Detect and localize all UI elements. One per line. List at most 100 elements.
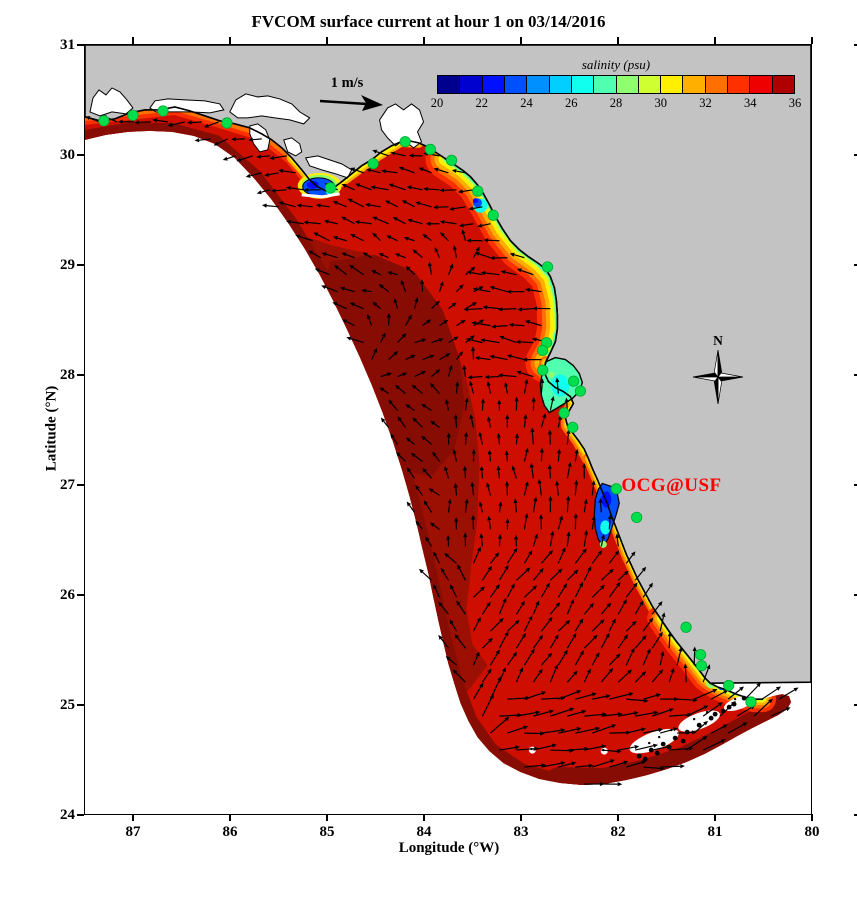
station-marker bbox=[472, 185, 484, 197]
colorbar-segment bbox=[481, 76, 504, 93]
shelf-map bbox=[85, 45, 811, 814]
colorbar-segment bbox=[615, 76, 638, 93]
x-tick-label: 84 bbox=[416, 824, 432, 840]
compass-north-label: N bbox=[713, 333, 723, 348]
colorbar-segment bbox=[704, 76, 728, 93]
station-marker bbox=[98, 115, 110, 127]
x-tick bbox=[714, 814, 716, 821]
station-marker bbox=[723, 679, 735, 692]
x-tick-label: 80 bbox=[804, 824, 820, 840]
y-tick-label: 26 bbox=[60, 587, 75, 603]
y-tick-label: 25 bbox=[60, 697, 75, 713]
y-tick-right bbox=[854, 374, 857, 376]
x-tick-top bbox=[326, 36, 328, 44]
x-tick-top bbox=[423, 36, 425, 44]
colorbar-tick-labels: 20 22 24 26 28 30 32 34 36 bbox=[431, 94, 802, 110]
station-marker bbox=[541, 261, 554, 273]
x-tick-label: 86 bbox=[222, 824, 238, 840]
y-tick-label: 27 bbox=[60, 477, 75, 493]
station-marker bbox=[574, 385, 587, 397]
y-tick-label: 28 bbox=[60, 367, 75, 383]
station-marker bbox=[695, 660, 708, 672]
y-tick-right bbox=[854, 154, 857, 156]
coastline bbox=[85, 106, 764, 700]
station-marker bbox=[631, 511, 643, 523]
x-tick-top bbox=[520, 36, 522, 44]
x-tick bbox=[132, 814, 134, 821]
colorbar-title: salinity (psu) bbox=[581, 57, 651, 72]
station-marker bbox=[537, 364, 549, 376]
y-tick-right bbox=[854, 264, 857, 266]
x-axis-label: Longitude (°W) bbox=[398, 840, 500, 856]
colorbar-segment bbox=[593, 76, 616, 93]
y-tick bbox=[76, 704, 84, 706]
station-marker bbox=[221, 117, 233, 129]
colorbar-tick-label: 26 bbox=[565, 96, 578, 110]
colorbar-tick-label: 30 bbox=[654, 96, 668, 110]
x-tick-top bbox=[617, 36, 619, 44]
x-tick bbox=[811, 814, 813, 821]
x-tick-top bbox=[714, 36, 716, 44]
colorbar-segment bbox=[682, 76, 705, 93]
colorbar-segment bbox=[459, 76, 482, 93]
x-tick-label: 85 bbox=[319, 824, 335, 840]
scale-arrow-label: 1 m/s bbox=[330, 75, 364, 91]
colorbar-tick-label: 20 bbox=[430, 96, 444, 110]
y-tick bbox=[76, 374, 84, 376]
colorbar-segment bbox=[548, 76, 571, 93]
colorbar: salinity (psu) 20 22 24 26 28 30 32 34 36 bbox=[431, 57, 802, 110]
x-tick-label: 82 bbox=[610, 824, 626, 840]
station-marker bbox=[537, 344, 549, 356]
florida-keys bbox=[528, 695, 755, 762]
y-tick-label: 29 bbox=[60, 257, 75, 273]
y-tick bbox=[76, 484, 84, 486]
station-markers bbox=[98, 105, 757, 708]
colorbar-segment bbox=[503, 76, 527, 93]
x-tick bbox=[423, 814, 425, 821]
x-tick bbox=[326, 814, 328, 821]
x-tick-top bbox=[811, 36, 813, 44]
y-tick-label: 24 bbox=[60, 807, 75, 823]
station-marker bbox=[487, 209, 499, 221]
y-tick bbox=[76, 264, 84, 266]
station-marker bbox=[745, 696, 757, 708]
colorbar-segment bbox=[771, 76, 794, 93]
coastal-bays bbox=[89, 87, 425, 179]
station-marker bbox=[558, 407, 570, 419]
station-marker bbox=[610, 483, 622, 495]
station-marker bbox=[446, 154, 458, 166]
y-tick-right bbox=[854, 814, 857, 816]
colorbar-strip bbox=[437, 75, 795, 94]
y-tick-label: 30 bbox=[60, 147, 75, 163]
x-tick-label: 81 bbox=[707, 824, 723, 840]
station-marker bbox=[324, 182, 337, 194]
station-marker bbox=[694, 649, 707, 661]
x-tick-top bbox=[229, 36, 231, 44]
site-label: OCG@USF bbox=[621, 475, 722, 496]
station-marker bbox=[127, 109, 139, 121]
scale-arrow-icon bbox=[319, 95, 383, 111]
y-tick bbox=[76, 44, 84, 46]
station-marker bbox=[568, 375, 580, 387]
y-tick-right bbox=[854, 484, 857, 486]
station-marker bbox=[680, 621, 692, 633]
colorbar-segment bbox=[749, 76, 772, 93]
current-vectors bbox=[85, 115, 799, 787]
x-tick-label: 83 bbox=[513, 824, 529, 840]
y-tick-right bbox=[854, 44, 857, 46]
station-marker bbox=[157, 105, 169, 117]
y-tick bbox=[76, 594, 84, 596]
colorbar-tick-label: 34 bbox=[744, 96, 757, 110]
colorbar-tick-label: 36 bbox=[788, 96, 802, 110]
current-vector-shafts bbox=[89, 116, 795, 785]
station-marker bbox=[367, 158, 379, 170]
colorbar-tick-label: 24 bbox=[520, 96, 533, 110]
colorbar-segment bbox=[526, 76, 549, 93]
x-tick bbox=[617, 814, 619, 821]
colorbar-segment bbox=[727, 76, 750, 93]
station-marker bbox=[567, 421, 579, 433]
colorbar-segment bbox=[660, 76, 683, 93]
colorbar-segment bbox=[570, 76, 594, 93]
compass-rose-icon bbox=[692, 349, 744, 405]
